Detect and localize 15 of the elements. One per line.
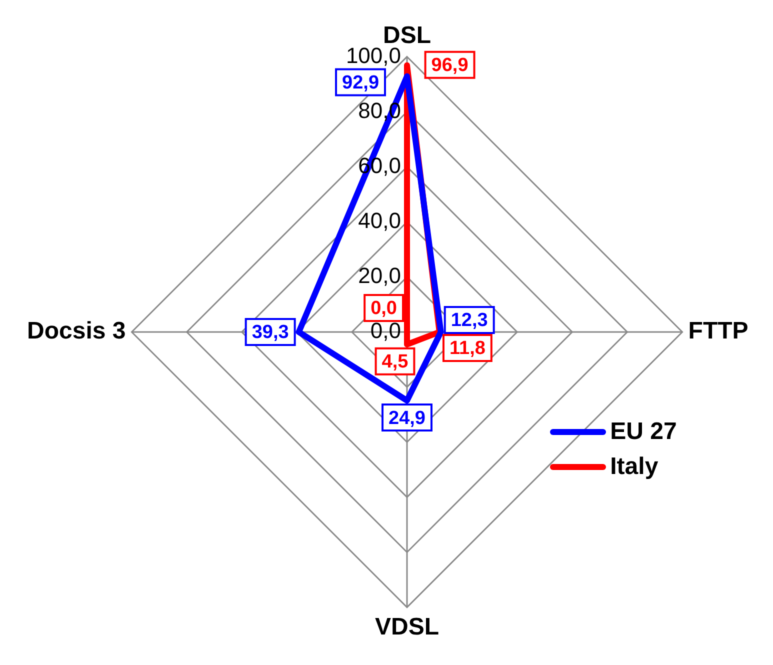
y-tick-label: 20,0 (358, 263, 401, 288)
data-label: 11,8 (449, 338, 486, 360)
data-label: 4,5 (382, 352, 409, 373)
y-tick-label: 40,0 (358, 208, 401, 233)
legend-label: EU 27 (610, 417, 677, 448)
spoke-label: Docsis 3 (27, 318, 126, 345)
spoke-label: VDSL (374, 613, 440, 640)
spoke-label: FTTP (688, 318, 748, 345)
data-label: 24,9 (388, 408, 426, 429)
data-label: 96,9 (431, 55, 468, 76)
data-label: 39,3 (252, 322, 289, 344)
y-tick-label: 0,0 (370, 318, 401, 344)
data-label: 92,9 (342, 72, 379, 94)
legend-label: Italy (610, 452, 658, 482)
data-label: 12,3 (450, 310, 488, 332)
